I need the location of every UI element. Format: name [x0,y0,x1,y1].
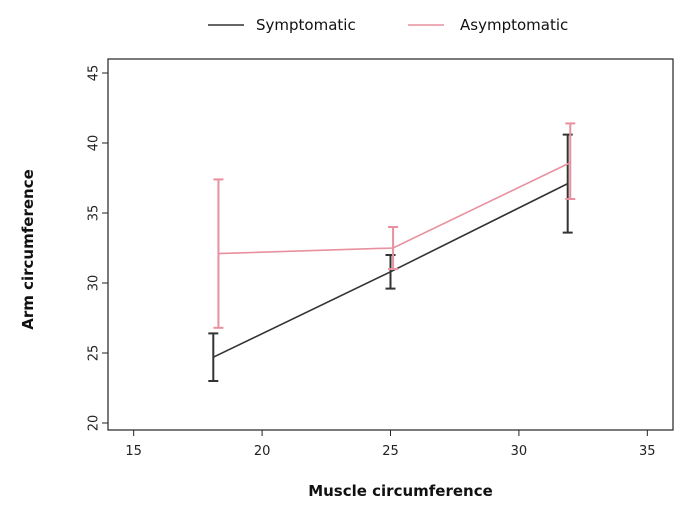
legend: Symptomatic Asymptomatic [208,16,568,34]
x-tick-label-3: 30 [511,444,528,459]
x-axis-label: Muscle circumference [308,482,493,500]
series-layer [208,122,576,382]
x-tick-label-2: 25 [382,444,399,459]
x-tick-label-0: 15 [125,444,142,459]
y-tick-label-4: 40 [87,135,102,152]
y-tick-label-5: 45 [87,65,102,82]
x-axis: 15 20 25 30 35 [125,430,656,459]
legend-label-1: Asymptomatic [460,16,568,34]
series-0 [208,133,573,382]
x-tick-label-4: 35 [639,444,656,459]
error-bar-1-2 [565,122,576,200]
series-1 [213,122,576,329]
legend-label-0: Symptomatic [256,16,356,34]
y-tick-label-3: 35 [87,205,102,222]
plot-frame [107,58,674,431]
y-tick-label-1: 25 [87,345,102,362]
y-tick-label-0: 20 [87,415,102,432]
x-tick-label-1: 20 [254,444,271,459]
y-tick-label-2: 30 [87,275,102,292]
y-axis-label: Arm circumference [19,169,37,330]
y-axis: 20 25 30 35 40 45 [87,65,108,432]
